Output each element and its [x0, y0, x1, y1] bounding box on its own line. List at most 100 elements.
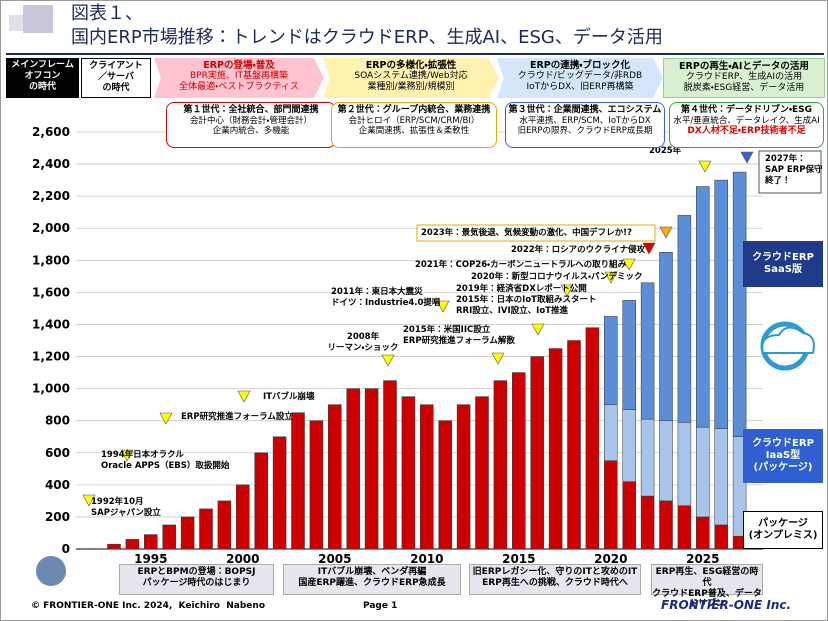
bar [640, 495, 655, 550]
era: ERPの連携・ブロック化 クラウド/ビッグデータ/非RDB IoTからDX、旧ER… [497, 58, 663, 98]
annotation-line: 1994年日本オラクル [101, 449, 184, 460]
bar [714, 179, 728, 429]
annotation: 1992年10月 SAPジャパン設立 [91, 496, 161, 518]
generation-text: 会計中心（財務会計・管理会計） 企業内統合、多機能 [190, 115, 312, 136]
bar [732, 171, 747, 437]
event-marker [698, 160, 712, 173]
event-marker [659, 226, 673, 239]
bar [346, 388, 360, 550]
bar [456, 404, 471, 550]
bar [659, 420, 673, 502]
bar [162, 524, 176, 550]
bar [199, 508, 213, 550]
event-marker [436, 300, 450, 313]
era: ERPの多様化・拡張性 SOAシステム連携/Web対応 業種別/業務別/規模別 [323, 58, 499, 98]
event-marker [560, 284, 574, 297]
bar [640, 418, 655, 497]
annotation: ITバブル崩壊 [263, 391, 315, 402]
era-title: ERPの多様化・拡張性 [365, 60, 457, 71]
bar [530, 356, 544, 550]
rule [6, 53, 824, 55]
annotation: 2025年 [649, 145, 682, 156]
bar [144, 534, 158, 550]
bar [604, 404, 618, 462]
bar [438, 420, 452, 550]
annotation-line: 2011年：東日本大震災 [331, 286, 423, 297]
x-tick-label: 2010 [410, 552, 443, 566]
y-tick-label: 1,000 [32, 382, 70, 396]
y-tick-label: 0 [62, 542, 70, 556]
generation-text: 会計ヒロイ（ERP/SCM/CRM/BI） 企業間連携、拡張性＆柔軟性 [348, 115, 480, 136]
legend-item: クラウドERP IaaS型 (パッケージ) [743, 429, 823, 483]
annotation-line: SAPジャパン設立 [91, 507, 161, 518]
era-text: クラウド/ビッグデータ/非RDB IoTからDX、旧ERP再構築 [517, 71, 643, 93]
bar [604, 460, 618, 550]
y-tick-label: 200 [45, 510, 70, 524]
bottom-era: ERP再生、ESG経営の時代 クラウドERP普及、データドリブン [651, 564, 763, 609]
event-marker [622, 258, 636, 271]
annotation: 1994年日本オラクル Oracle APPS（EBS）取扱開始 [101, 449, 230, 471]
bar [677, 505, 692, 550]
annotation-line: 終了！ [764, 175, 791, 186]
bar [640, 282, 655, 420]
annotation: 2022年：ロシアのウクライナ侵攻 [511, 244, 645, 255]
annotation-line: ERP研究推進フォーラム解散 [403, 335, 515, 346]
annotation: ERP研究推進フォーラム設立 [181, 411, 293, 422]
legend-item: クラウドERP SaaS版 [743, 241, 823, 287]
x-tick-label: 1995 [134, 552, 167, 566]
event-marker [237, 390, 251, 403]
event-marker [381, 354, 395, 367]
annotation: 2021年：COP26・カーボンニュートラルへの取り組み [415, 259, 627, 270]
event-marker [740, 151, 754, 164]
bar [309, 420, 324, 550]
event-marker [531, 323, 545, 336]
annotation-line: 1992年10月 [91, 496, 144, 507]
bar [475, 396, 489, 550]
annotation-line: ドイツ：Industrie4.0提唱 [331, 297, 441, 308]
y-tick-label: 2,400 [32, 157, 70, 171]
annotation: 2011年：東日本大震災ドイツ：Industrie4.0提唱 [331, 286, 441, 308]
page-number: Page 1 [363, 601, 398, 611]
bar [328, 404, 342, 550]
legend-item: パッケージ (オンプレミス) [743, 511, 823, 549]
generation-title: 第２世代：グループ内統合、業務連携 [337, 105, 491, 115]
x-tick-label: 2020 [594, 552, 627, 566]
event-marker [491, 352, 505, 365]
annotation: 2020年：新型コロナウイルス・パンデミック [471, 271, 642, 282]
era: クライアント ／サーバ の時代 [81, 58, 151, 98]
copyright: © FRONTIER-ONE Inc. 2024, Keichiro Naben… [31, 601, 265, 611]
figure-label: 図表１、 [71, 3, 143, 24]
bar [567, 340, 581, 550]
bar [622, 300, 636, 410]
bar [107, 543, 121, 550]
bar [364, 388, 379, 550]
bar [291, 412, 305, 550]
bar [493, 380, 508, 550]
globe-icon [36, 556, 66, 586]
bar [272, 436, 287, 550]
annotation-line: Oracle APPS（EBS）取扱開始 [101, 460, 230, 471]
bar [604, 316, 618, 405]
bar [236, 484, 250, 550]
y-tick-label: 1,400 [32, 317, 70, 331]
annotation: 2027年： SAP ERP保守終了！ [764, 153, 823, 186]
icon [9, 15, 25, 31]
icon [23, 5, 53, 33]
bar [548, 348, 563, 550]
bar [677, 422, 692, 506]
bar [180, 516, 195, 550]
y-tick-label: 2,600 [32, 125, 70, 139]
bar [696, 516, 710, 550]
generation-title: 第４世代：データドリブン・ESG [680, 105, 813, 115]
x-tick-label: 2025 [686, 552, 719, 566]
annotation-line: 2015年：日本のIoT取組みスタート [456, 294, 596, 305]
era: メインフレーム オフコン の時代 [6, 58, 79, 98]
generation: 第３世代：企業間連携、エコシステム 水平連携、ERP/SCM、IoTからDX 旧E… [505, 102, 665, 148]
bar [622, 409, 636, 482]
era: ERPの再生・AIとデータの活用 クラウドERP、生成AIの活用 脱炭素・ESG経… [663, 58, 825, 98]
annotation: 2023年：景気後退、気候変動の激化、中国デフレか!? [421, 227, 632, 238]
bottom-era: ITバブル崩壊、ベンダ再編 国産ERP躍進、クラウドERP急成長 [283, 564, 461, 595]
era: ERPの登場・普及 BPR実施、IT基盤再構築 全体最適・ベストプラクティス [154, 58, 324, 98]
